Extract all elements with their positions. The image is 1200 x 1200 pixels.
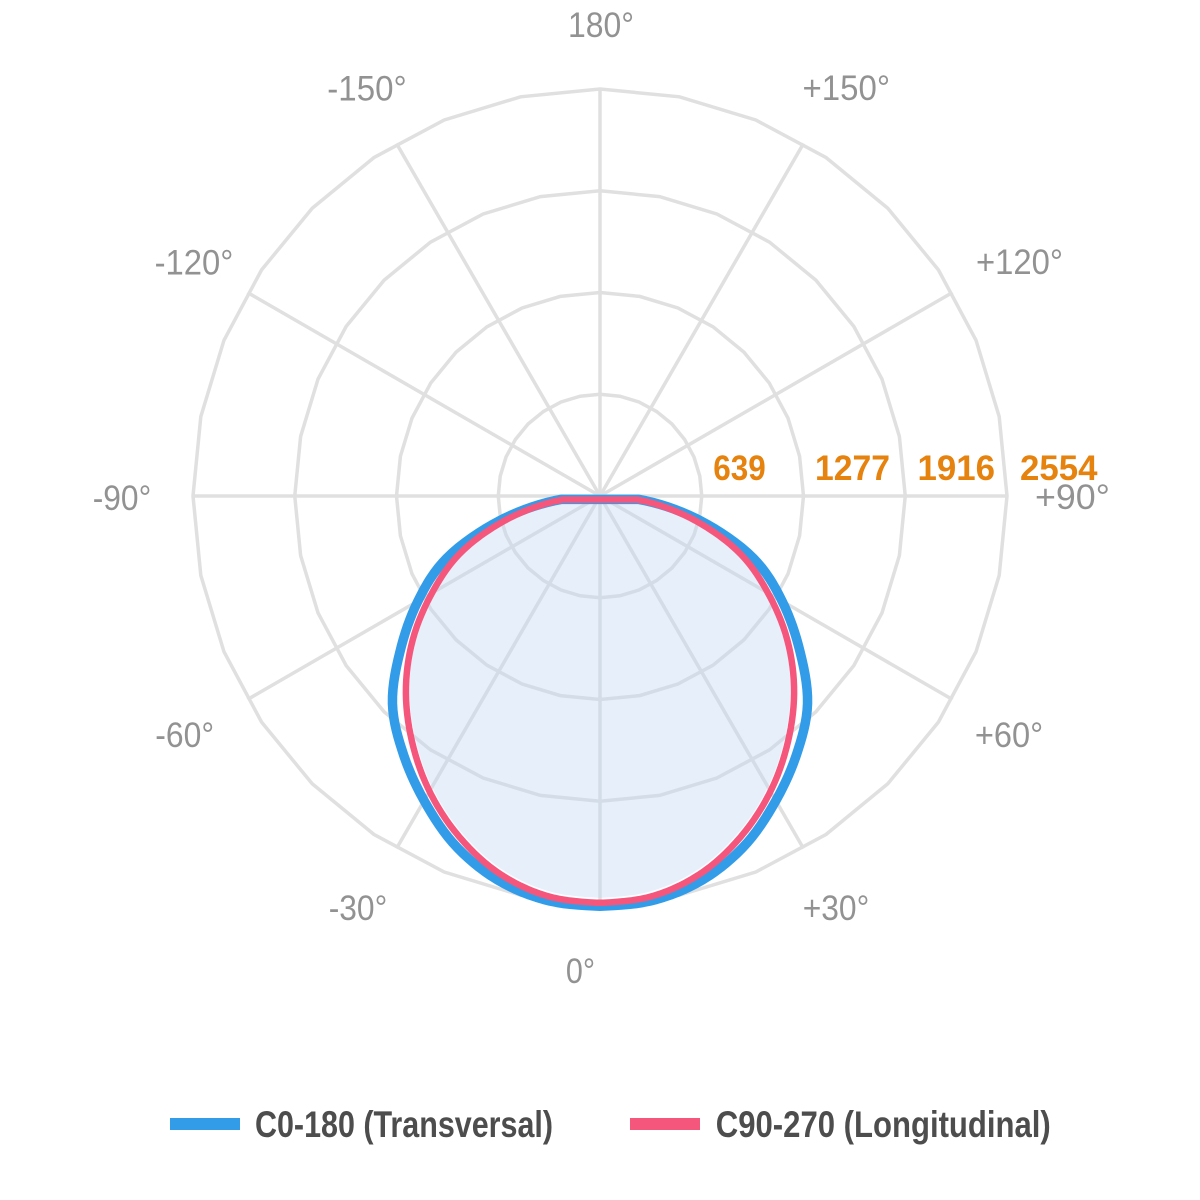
svg-text:2554: 2554: [1020, 449, 1098, 488]
svg-text:1277: 1277: [815, 449, 890, 488]
svg-text:+90°: +90°: [1035, 478, 1110, 517]
svg-text:-60°: -60°: [155, 716, 214, 755]
svg-text:-30°: -30°: [329, 889, 388, 928]
svg-text:-120°: -120°: [155, 244, 234, 283]
svg-text:-150°: -150°: [327, 70, 406, 109]
svg-text:+60°: +60°: [975, 716, 1043, 755]
svg-text:+150°: +150°: [803, 69, 891, 108]
svg-text:-90°: -90°: [93, 479, 152, 518]
svg-text:639: 639: [713, 449, 766, 488]
svg-text:C0-180 (Transversal): C0-180 (Transversal): [255, 1104, 553, 1145]
svg-text:0°: 0°: [566, 952, 595, 991]
svg-text:C90-270 (Longitudinal): C90-270 (Longitudinal): [716, 1104, 1051, 1145]
svg-text:1916: 1916: [918, 449, 996, 488]
svg-text:+120°: +120°: [976, 243, 1063, 282]
svg-text:180°: 180°: [568, 6, 634, 45]
svg-text:+30°: +30°: [803, 889, 870, 928]
